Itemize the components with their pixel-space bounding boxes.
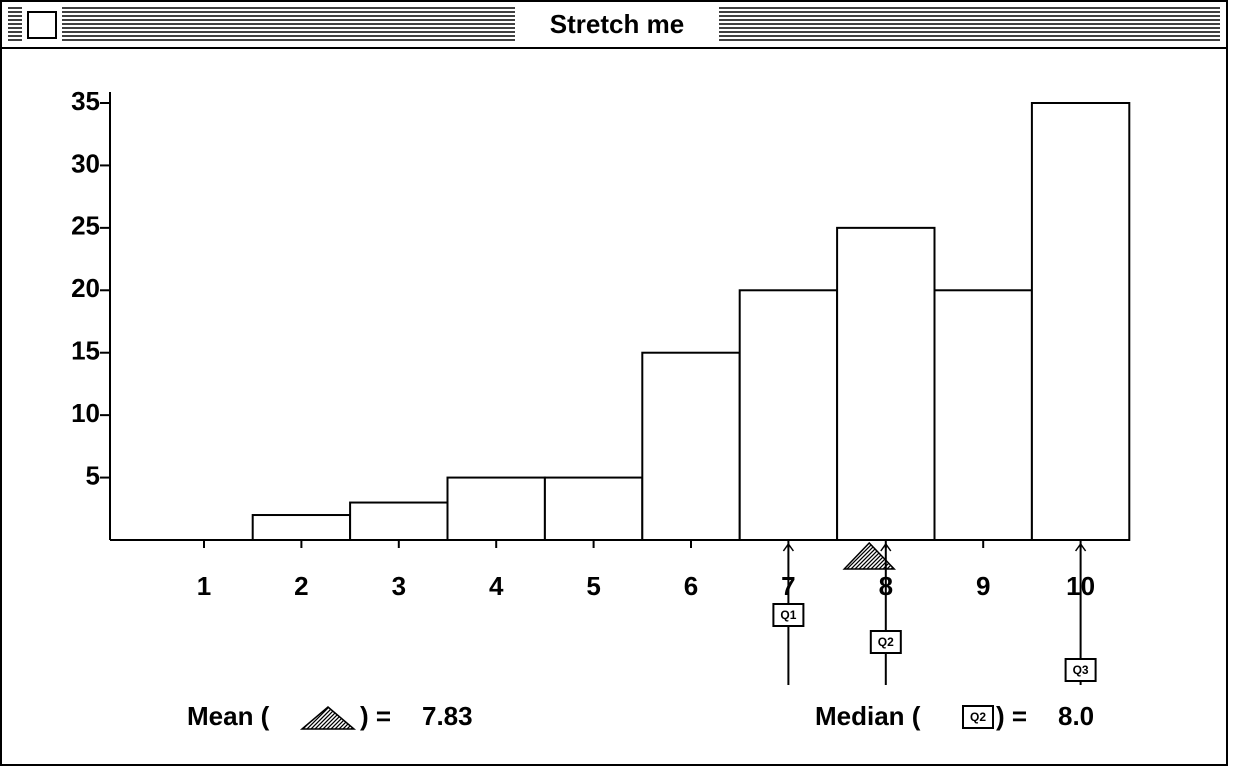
x-tick-label: 3 bbox=[392, 571, 406, 601]
arrow-head bbox=[880, 542, 892, 552]
bar bbox=[738, 289, 839, 541]
x-tick-label: 9 bbox=[976, 571, 990, 601]
quartile-box bbox=[772, 603, 805, 627]
mean-value: 7.83 bbox=[422, 701, 473, 731]
quartile-label: Q1 bbox=[780, 608, 796, 622]
arrow-head bbox=[1074, 542, 1087, 552]
bar bbox=[933, 289, 1033, 541]
x-tick-label: 2 bbox=[294, 571, 308, 601]
y-tick-label: 10 bbox=[71, 398, 100, 428]
bar bbox=[349, 501, 449, 541]
median-icon-label: Q2 bbox=[970, 710, 986, 724]
y-tick-label: 5 bbox=[86, 460, 100, 490]
close-box[interactable] bbox=[27, 11, 57, 39]
x-tick-label: 6 bbox=[684, 571, 698, 601]
window-title: Stretch me bbox=[550, 9, 684, 39]
y-tick-label: 35 bbox=[71, 86, 100, 116]
quartile-label: Q3 bbox=[1073, 663, 1089, 677]
y-tick-label: 25 bbox=[71, 211, 100, 241]
bar bbox=[836, 226, 936, 541]
title-bg bbox=[515, 6, 719, 42]
quartile-box bbox=[869, 630, 902, 654]
median-icon bbox=[962, 705, 994, 729]
median-text: ) = bbox=[996, 701, 1027, 731]
y-tick-label: 15 bbox=[71, 336, 100, 366]
mean-text: ) = bbox=[360, 701, 391, 731]
quartile-label: Q2 bbox=[878, 635, 894, 649]
x-tick-label: 4 bbox=[489, 571, 504, 601]
x-tick-label: 1 bbox=[197, 571, 211, 601]
bar bbox=[543, 476, 644, 542]
median-text: Median ( bbox=[815, 701, 921, 731]
mean-text: Mean ( bbox=[187, 701, 270, 731]
bar bbox=[446, 476, 546, 542]
mean-marker bbox=[842, 541, 897, 570]
x-tick-label: 5 bbox=[586, 571, 600, 601]
y-tick-label: 20 bbox=[71, 273, 100, 303]
bar bbox=[1030, 102, 1131, 541]
y-tick-label: 30 bbox=[71, 148, 100, 178]
bar bbox=[251, 514, 352, 541]
median-value: 8.0 bbox=[1058, 701, 1094, 731]
quartile-box bbox=[1064, 658, 1097, 682]
mean-icon bbox=[299, 706, 357, 730]
arrow-head bbox=[782, 542, 795, 552]
bar bbox=[641, 351, 741, 542]
